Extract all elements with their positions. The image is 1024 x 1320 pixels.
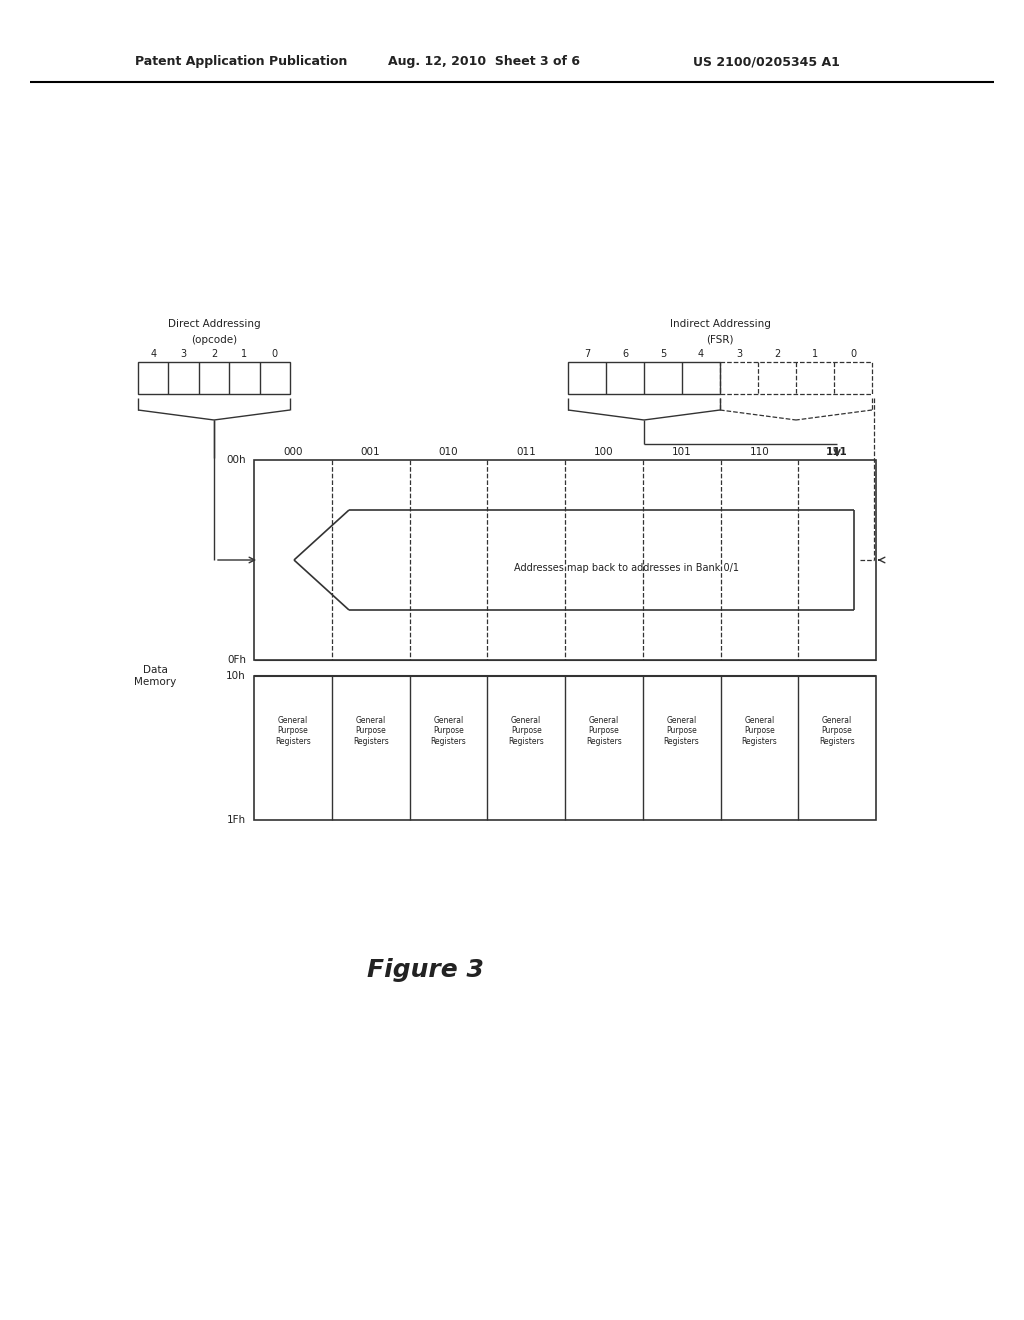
Text: 111: 111	[826, 447, 848, 457]
Text: 2: 2	[774, 348, 780, 359]
Text: 2: 2	[211, 348, 217, 359]
Text: 5: 5	[659, 348, 667, 359]
Text: General
Purpose
Registers: General Purpose Registers	[352, 715, 388, 746]
Text: Aug. 12, 2010  Sheet 3 of 6: Aug. 12, 2010 Sheet 3 of 6	[388, 55, 580, 69]
Text: US 2100/0205345 A1: US 2100/0205345 A1	[693, 55, 840, 69]
Text: 3: 3	[180, 348, 186, 359]
Text: 110: 110	[750, 447, 769, 457]
Text: 0: 0	[850, 348, 856, 359]
Text: 100: 100	[594, 447, 613, 457]
Text: 3: 3	[736, 348, 742, 359]
Text: 000: 000	[283, 447, 303, 457]
Text: General
Purpose
Registers: General Purpose Registers	[664, 715, 699, 746]
Text: Figure 3: Figure 3	[367, 958, 483, 982]
Text: 1Fh: 1Fh	[227, 814, 246, 825]
Text: Addresses map back to addresses in Bank 0/1: Addresses map back to addresses in Bank …	[514, 564, 739, 573]
Text: General
Purpose
Registers: General Purpose Registers	[508, 715, 544, 746]
Text: (opcode): (opcode)	[190, 335, 238, 345]
Text: 1: 1	[242, 348, 248, 359]
Text: General
Purpose
Registers: General Purpose Registers	[275, 715, 310, 746]
Text: General
Purpose
Registers: General Purpose Registers	[819, 715, 855, 746]
Text: 00h: 00h	[226, 455, 246, 465]
Text: 010: 010	[438, 447, 458, 457]
Text: 10h: 10h	[226, 671, 246, 681]
Text: Indirect Addressing: Indirect Addressing	[670, 319, 770, 329]
Text: 101: 101	[672, 447, 691, 457]
Text: 7: 7	[584, 348, 590, 359]
Bar	[720, 362, 872, 393]
Bar	[254, 676, 876, 820]
Bar	[568, 362, 720, 393]
Text: (FSR): (FSR)	[707, 335, 734, 345]
Text: 0: 0	[271, 348, 278, 359]
Text: Patent Application Publication: Patent Application Publication	[135, 55, 347, 69]
Text: 4: 4	[698, 348, 705, 359]
Text: 0Fh: 0Fh	[227, 655, 246, 665]
Text: General
Purpose
Registers: General Purpose Registers	[586, 715, 622, 746]
Text: General
Purpose
Registers: General Purpose Registers	[741, 715, 777, 746]
Text: General
Purpose
Registers: General Purpose Registers	[430, 715, 466, 746]
Text: 4: 4	[151, 348, 157, 359]
Text: 001: 001	[360, 447, 381, 457]
Bar	[254, 459, 876, 660]
Text: 6: 6	[622, 348, 628, 359]
Text: 1: 1	[812, 348, 818, 359]
Text: Data
Memory: Data Memory	[134, 665, 176, 686]
Bar	[138, 362, 290, 393]
Text: Direct Addressing: Direct Addressing	[168, 319, 260, 329]
Text: 011: 011	[516, 447, 536, 457]
